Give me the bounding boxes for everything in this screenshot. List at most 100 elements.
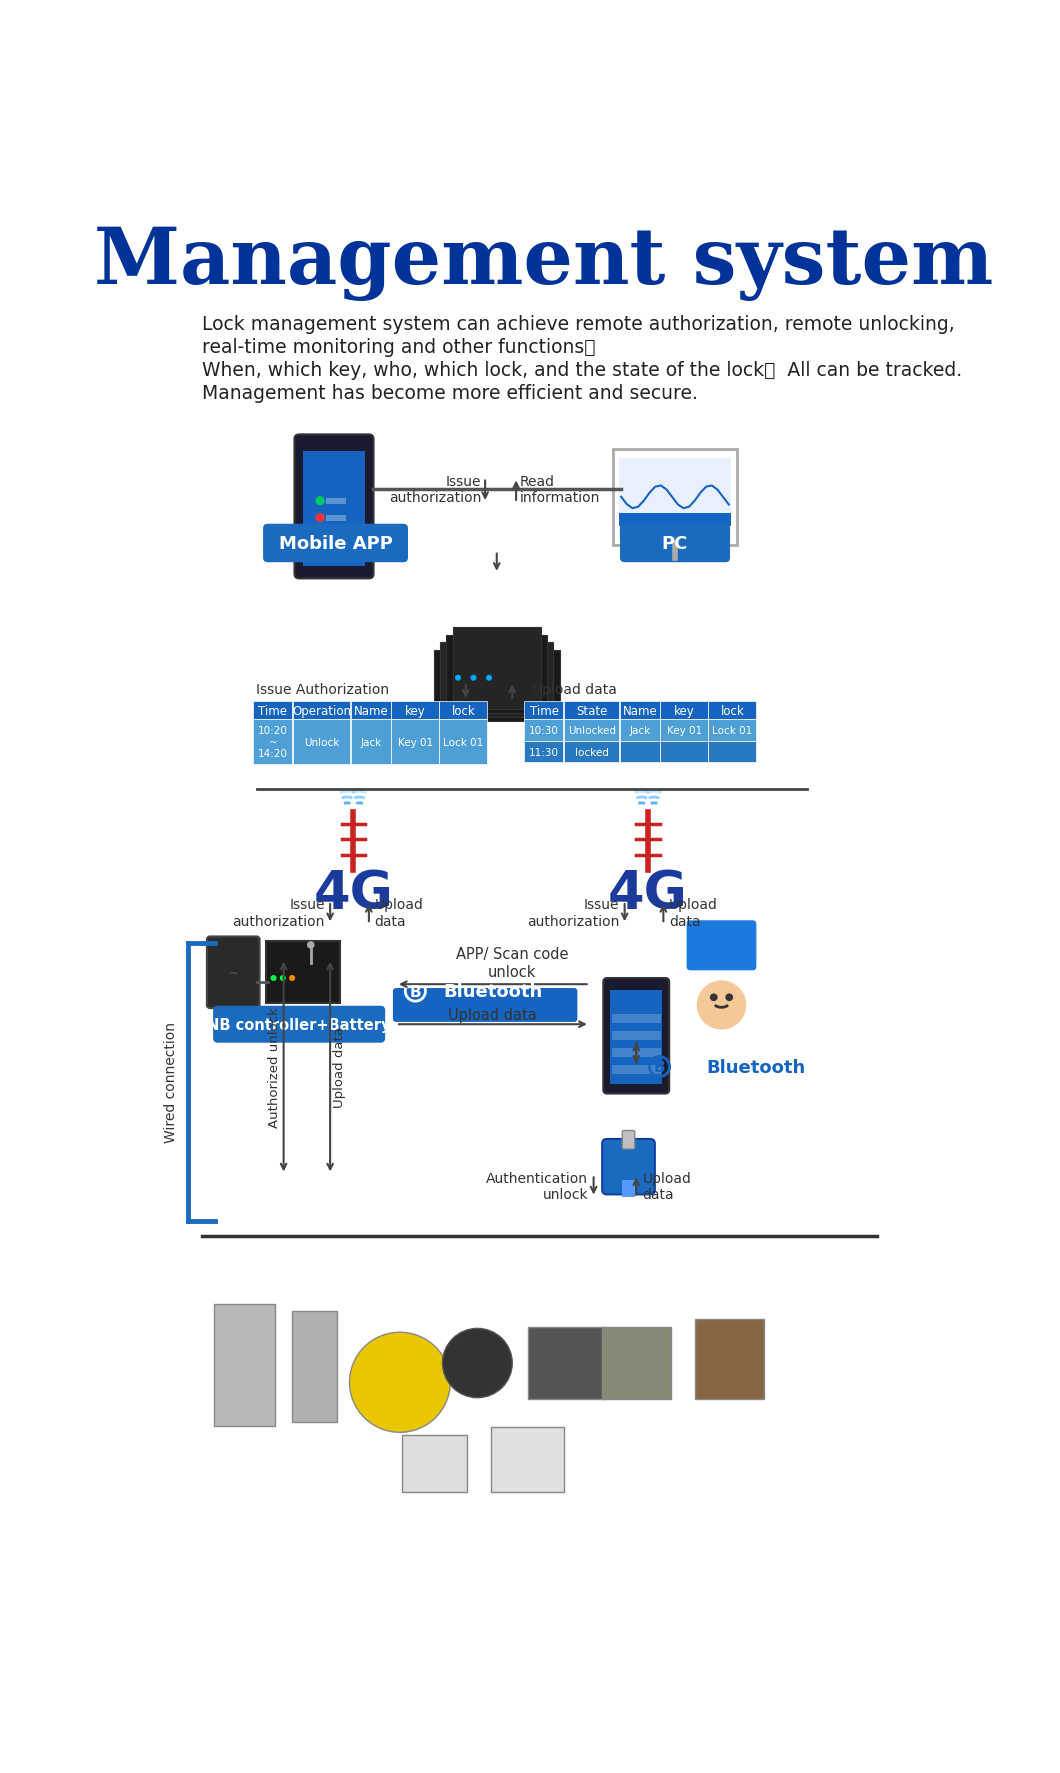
Text: key: key [674,704,694,716]
FancyBboxPatch shape [622,1131,635,1149]
Text: Operation: Operation [293,704,352,716]
Circle shape [725,995,734,1002]
Text: PC: PC [661,535,688,553]
FancyBboxPatch shape [446,635,547,715]
Text: 11:30: 11:30 [529,746,559,757]
FancyBboxPatch shape [293,720,350,764]
Circle shape [696,980,746,1030]
FancyBboxPatch shape [393,989,578,1023]
Text: Authorized unlock: Authorized unlock [268,1007,281,1128]
FancyBboxPatch shape [602,1328,671,1399]
Text: B: B [409,984,421,998]
FancyBboxPatch shape [326,534,346,539]
Circle shape [271,977,276,980]
FancyBboxPatch shape [351,720,390,764]
FancyBboxPatch shape [252,720,293,764]
Text: Management has become more efficient and secure.: Management has become more efficient and… [202,385,699,402]
FancyBboxPatch shape [614,450,737,546]
Text: Issue Authorization: Issue Authorization [257,683,390,697]
FancyBboxPatch shape [440,644,553,718]
FancyBboxPatch shape [621,1181,636,1197]
Text: Unlocked: Unlocked [568,725,616,736]
FancyBboxPatch shape [440,720,487,764]
FancyBboxPatch shape [326,516,346,521]
FancyBboxPatch shape [564,720,619,741]
Text: Upload data: Upload data [448,1007,537,1023]
Text: Lock 01: Lock 01 [443,738,483,746]
Circle shape [289,977,295,980]
Text: Unlock: Unlock [304,738,339,746]
Circle shape [710,995,718,1002]
Text: Issue
authorization: Issue authorization [232,897,324,927]
Text: Bluetooth: Bluetooth [706,1058,806,1076]
FancyBboxPatch shape [528,1328,605,1399]
Text: Upload
data: Upload data [669,897,718,927]
Text: Time: Time [259,704,287,716]
FancyBboxPatch shape [391,720,439,764]
Text: When, which key, who, which lock, and the state of the lock，  All can be tracked: When, which key, who, which lock, and th… [202,362,962,379]
Text: APP/ Scan code
unlock: APP/ Scan code unlock [456,947,568,979]
FancyBboxPatch shape [213,1007,385,1043]
Text: Read
information: Read information [520,475,600,505]
Text: Management system: Management system [93,225,993,301]
Text: locked: locked [576,746,610,757]
FancyBboxPatch shape [620,741,659,762]
FancyBboxPatch shape [207,936,260,1009]
FancyBboxPatch shape [440,702,487,720]
Text: Name: Name [623,704,657,716]
FancyBboxPatch shape [326,550,346,557]
FancyBboxPatch shape [295,434,373,580]
FancyBboxPatch shape [603,979,669,1094]
FancyBboxPatch shape [660,702,708,720]
Text: key: key [405,704,426,716]
FancyBboxPatch shape [564,741,619,762]
Text: ~: ~ [229,968,237,979]
Text: 4G: 4G [608,867,688,920]
Text: Name: Name [354,704,389,716]
Circle shape [316,532,324,539]
Text: Jack: Jack [360,738,382,746]
Text: 10:30: 10:30 [529,725,559,736]
Text: NB controller+Battery: NB controller+Battery [208,1018,391,1032]
FancyBboxPatch shape [619,459,731,539]
Text: 4G: 4G [314,867,393,920]
FancyBboxPatch shape [524,720,564,741]
FancyBboxPatch shape [263,525,408,562]
FancyBboxPatch shape [293,702,350,720]
Text: lock: lock [721,704,744,716]
Text: Issue
authorization: Issue authorization [389,475,481,505]
Text: 10:20
~
14:20: 10:20 ~ 14:20 [258,725,287,759]
FancyBboxPatch shape [266,941,340,1004]
Text: Authentication
unlock: Authentication unlock [487,1172,588,1202]
FancyBboxPatch shape [326,498,346,505]
FancyBboxPatch shape [303,452,365,567]
Text: Time: Time [530,704,559,716]
Text: Bluetooth: Bluetooth [443,982,543,1000]
FancyBboxPatch shape [660,741,708,762]
Text: Key 01: Key 01 [398,738,432,746]
FancyBboxPatch shape [694,1319,764,1399]
FancyBboxPatch shape [708,720,756,741]
FancyBboxPatch shape [524,702,564,720]
FancyBboxPatch shape [620,720,659,741]
FancyBboxPatch shape [402,1434,467,1491]
Text: Wired connection: Wired connection [164,1021,178,1144]
FancyBboxPatch shape [644,555,706,562]
FancyBboxPatch shape [708,702,756,720]
Circle shape [281,977,285,980]
Text: Upload
data: Upload data [374,897,423,927]
FancyBboxPatch shape [660,720,708,741]
FancyBboxPatch shape [602,1140,655,1195]
Circle shape [307,941,314,949]
Circle shape [350,1333,450,1433]
Text: Upload data: Upload data [333,1027,346,1108]
FancyBboxPatch shape [292,1312,337,1422]
Text: Upload
data: Upload data [642,1172,691,1202]
Text: Lock management system can achieve remote authorization, remote unlocking,: Lock management system can achieve remot… [202,316,955,333]
Circle shape [456,676,460,681]
FancyBboxPatch shape [252,702,293,720]
FancyBboxPatch shape [391,702,439,720]
Text: B: B [654,1060,666,1074]
Text: Lock 01: Lock 01 [712,725,753,736]
Text: Key 01: Key 01 [667,725,702,736]
